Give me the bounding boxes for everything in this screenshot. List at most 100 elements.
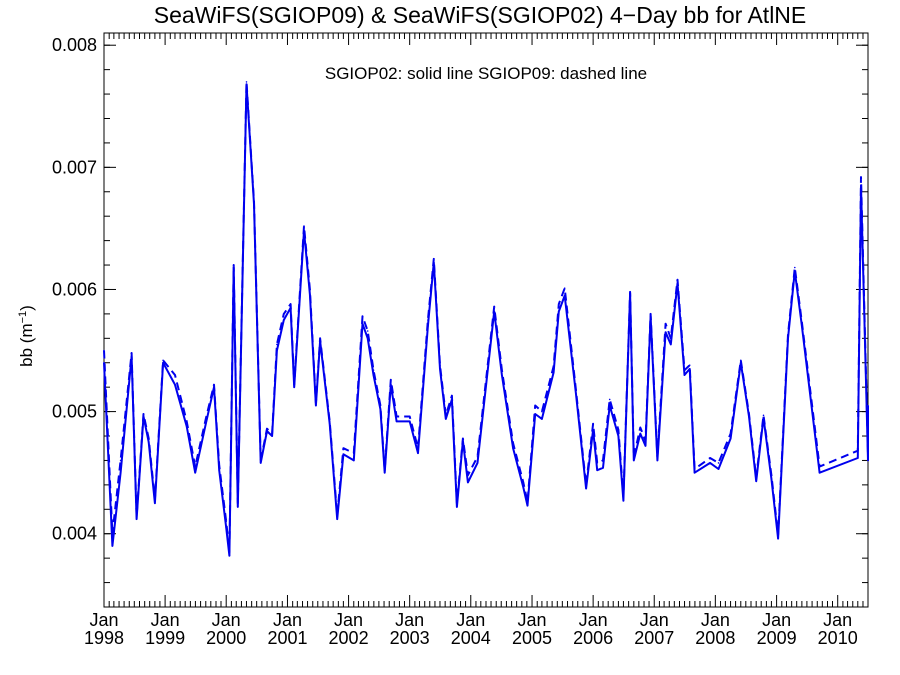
data-point-sgiop09 — [476, 456, 479, 458]
data-point-sgiop09 — [336, 514, 339, 517]
data-point-sgiop09 — [512, 442, 514, 445]
series-group — [103, 80, 869, 557]
data-point-sgiop02 — [328, 423, 331, 425]
data-point-sgiop09 — [259, 459, 262, 462]
y-axis-label-close: ) — [17, 305, 36, 311]
data-point-sgiop09 — [622, 496, 625, 498]
data-point-sgiop09 — [664, 322, 667, 325]
data-point-sgiop09 — [462, 437, 464, 440]
data-point-sgiop09 — [693, 468, 696, 470]
data-point-sgiop02 — [395, 420, 398, 423]
data-point-sgiop09 — [142, 413, 145, 415]
data-point-sgiop09 — [860, 176, 862, 178]
data-point-sgiop09 — [563, 287, 566, 290]
data-point-sgiop09 — [585, 484, 587, 486]
data-point-sgiop09 — [228, 551, 231, 553]
series-line-sgiop09 — [103, 80, 869, 553]
data-point-sgiop09 — [748, 413, 750, 415]
data-point-sgiop02 — [575, 392, 577, 395]
data-point-sgiop09 — [867, 404, 869, 407]
data-point-sgiop09 — [683, 369, 686, 371]
data-point-sgiop09 — [729, 432, 732, 435]
data-point-sgiop09 — [670, 337, 672, 340]
data-point-sgiop09 — [361, 315, 364, 318]
data-point-sgiop02 — [174, 383, 176, 386]
data-point-sgiop09 — [162, 359, 164, 362]
data-point-sgiop09 — [439, 364, 441, 367]
data-point-sgiop09 — [408, 415, 411, 418]
x-tick-month: Jan — [456, 610, 485, 630]
data-point-sgiop09 — [770, 474, 773, 476]
x-tick-year: 2007 — [634, 628, 674, 648]
data-point-sgiop02 — [552, 371, 555, 374]
data-point-sgiop09 — [602, 459, 604, 462]
data-point-sgiop09 — [372, 369, 375, 371]
data-point-sgiop09 — [266, 427, 268, 430]
data-point-sgiop09 — [818, 465, 821, 468]
x-tick-year: 2002 — [329, 628, 369, 648]
data-point-sgiop09 — [366, 330, 369, 332]
legend-annotation: SGIOP02: solid line SGIOP09: dashed line — [325, 64, 647, 83]
data-point-sgiop09 — [755, 476, 757, 479]
x-tick-year: 2004 — [451, 628, 491, 648]
x-tick-year: 1999 — [145, 628, 185, 648]
data-point-sgiop09 — [575, 388, 577, 391]
data-point-sgiop09 — [390, 379, 392, 381]
y-tick-label: 0.004 — [52, 524, 97, 544]
data-point-sgiop09 — [867, 453, 869, 456]
data-point-sgiop09 — [552, 365, 555, 368]
data-point-sgiop02 — [218, 469, 220, 472]
data-point-sgiop09 — [253, 200, 255, 203]
data-point-sgiop09 — [639, 426, 642, 429]
data-point-sgiop02 — [135, 518, 138, 520]
data-point-sgiop02 — [271, 435, 273, 437]
data-point-sgiop09 — [194, 465, 196, 468]
x-tick-month: Jan — [334, 610, 363, 630]
data-point-sgiop02 — [417, 452, 419, 454]
data-point-sgiop09 — [445, 414, 447, 417]
data-point-sgiop02 — [467, 481, 469, 484]
y-axis: 0.004 0.005 0.006 0.007 0.008 — [52, 35, 868, 608]
data-point-sgiop09 — [541, 410, 543, 413]
data-point-sgiop09 — [417, 447, 419, 450]
data-point-sgiop09 — [289, 303, 292, 305]
data-point-sgiop02 — [501, 374, 503, 376]
data-point-sgiop09 — [433, 258, 435, 260]
data-point-sgiop09 — [608, 398, 611, 401]
data-point-sgiop02 — [541, 418, 543, 420]
data-point-sgiop09 — [205, 418, 207, 420]
data-point-sgiop02 — [633, 459, 635, 462]
data-point-sgiop02 — [585, 487, 587, 490]
data-point-sgiop02 — [194, 471, 196, 474]
x-tick-year: 1998 — [84, 628, 124, 648]
data-point-sgiop09 — [534, 404, 536, 407]
data-point-sgiop09 — [283, 313, 285, 315]
x-tick-month: Jan — [579, 610, 608, 630]
data-point-sgiop02 — [770, 478, 773, 480]
x-tick-month: Jan — [212, 610, 241, 630]
data-point-sgiop02 — [729, 437, 732, 440]
data-point-sgiop09 — [154, 498, 156, 501]
series-line-sgiop02 — [103, 83, 869, 557]
data-point-sgiop09 — [135, 515, 138, 518]
data-point-sgiop02 — [683, 374, 686, 376]
data-point-sgiop02 — [777, 537, 779, 540]
data-point-sgiop02 — [644, 445, 647, 447]
data-point-sgiop09 — [379, 404, 382, 407]
data-point-sgiop09 — [130, 352, 133, 354]
y-tick-label: 0.006 — [52, 279, 97, 299]
data-point-sgiop09 — [493, 305, 496, 308]
data-point-sgiop02 — [639, 432, 642, 435]
x-tick-month: Jan — [823, 610, 852, 630]
data-point-sgiop09 — [225, 520, 227, 523]
data-point-sgiop09 — [174, 374, 176, 376]
x-tick-month: Jan — [518, 610, 547, 630]
data-point-sgiop09 — [526, 501, 529, 503]
y-tick-label: 0.007 — [52, 157, 97, 177]
data-point-sgiop09 — [762, 414, 765, 417]
y-axis-label-main: bb (m — [17, 323, 36, 366]
data-point-sgiop09 — [315, 402, 317, 404]
data-point-sgiop09 — [558, 303, 560, 305]
x-tick-year: 2003 — [390, 628, 430, 648]
data-point-sgiop02 — [445, 418, 447, 420]
